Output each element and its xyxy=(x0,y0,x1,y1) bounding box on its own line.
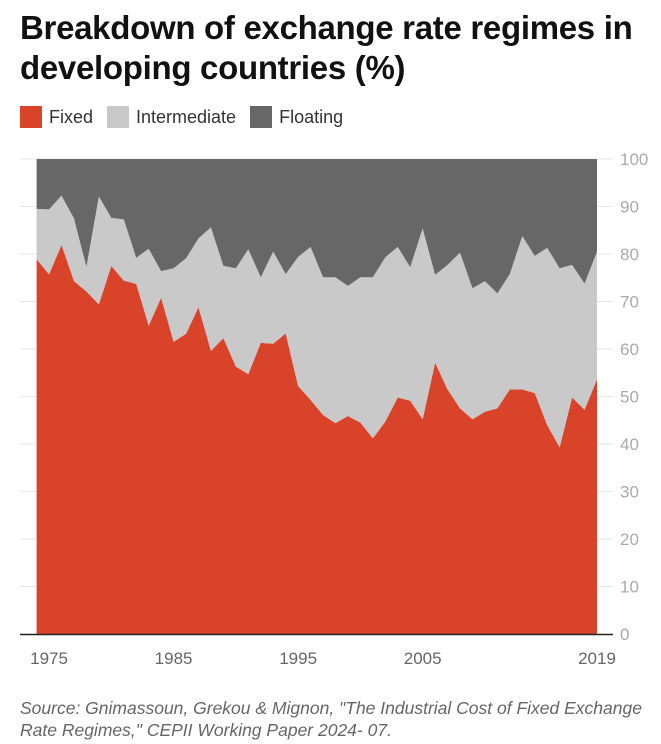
y-tick-label: 0 xyxy=(620,625,629,644)
legend-label-intermediate: Intermediate xyxy=(136,106,237,127)
area-floating xyxy=(36,159,598,294)
y-tick-label: 70 xyxy=(620,293,639,312)
legend: Fixed Intermediate Floating xyxy=(20,106,357,128)
x-tick-label: 1985 xyxy=(155,649,193,668)
source-note: Source: Gnimassoun, Grekou & Mignon, "Th… xyxy=(20,698,642,740)
legend-swatch-intermediate xyxy=(107,106,130,128)
y-tick-label: 40 xyxy=(620,435,639,454)
legend-label-floating: Floating xyxy=(279,106,344,127)
y-tick-label: 90 xyxy=(620,198,639,217)
area-intermediate xyxy=(36,195,598,448)
y-tick-label: 60 xyxy=(620,340,639,359)
legend-swatch-floating xyxy=(250,106,273,128)
x-tick-label: 2005 xyxy=(404,649,442,668)
area-series xyxy=(36,159,598,634)
area-fixed xyxy=(36,244,598,634)
y-tick-label: 30 xyxy=(620,483,639,502)
x-tick-label: 1995 xyxy=(279,649,317,668)
y-tick-label: 10 xyxy=(620,578,639,597)
chart-title: Breakdown of exchange rate regimes in de… xyxy=(20,9,633,86)
legend-item-fixed: Fixed xyxy=(20,106,93,128)
chart-plot: 0 10 20 30 40 50 60 70 80 90 100 1975 1985 1995 2005 2… xyxy=(20,150,648,668)
legend-label-fixed: Fixed xyxy=(49,106,94,127)
legend-swatch-fixed xyxy=(20,106,42,128)
y-tick-label: 100 xyxy=(620,150,648,169)
x-tick-label: 2019 xyxy=(578,649,616,668)
y-axis: 0 10 20 30 40 50 60 70 80 90 100 xyxy=(620,150,648,644)
x-axis: 1975 1985 1995 2005 2019 xyxy=(20,633,616,668)
legend-item-floating: Floating xyxy=(250,106,343,128)
x-tick-label: 1975 xyxy=(30,649,68,668)
y-tick-label: 80 xyxy=(620,245,639,264)
y-tick-label: 50 xyxy=(620,388,639,407)
legend-item-intermediate: Intermediate xyxy=(107,106,236,128)
y-tick-label: 20 xyxy=(620,530,639,549)
